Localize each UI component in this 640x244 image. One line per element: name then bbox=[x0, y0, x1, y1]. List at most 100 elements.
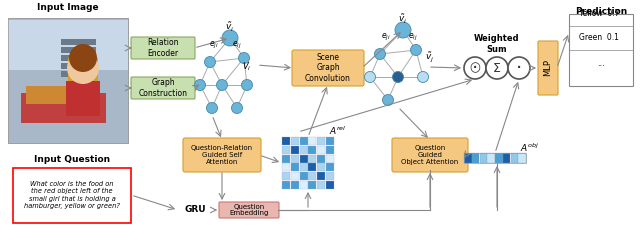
Text: MLP: MLP bbox=[543, 60, 552, 77]
Circle shape bbox=[410, 44, 422, 55]
Bar bbox=[488, 153, 495, 163]
Bar bbox=[326, 163, 334, 172]
Bar bbox=[66, 81, 100, 115]
Circle shape bbox=[205, 57, 216, 68]
Circle shape bbox=[67, 52, 99, 84]
Bar bbox=[317, 163, 325, 172]
Bar bbox=[326, 154, 334, 163]
FancyBboxPatch shape bbox=[131, 37, 195, 59]
Bar bbox=[291, 181, 299, 189]
Circle shape bbox=[417, 71, 429, 82]
Text: ...: ... bbox=[597, 60, 605, 69]
Text: GRU: GRU bbox=[184, 205, 206, 214]
FancyBboxPatch shape bbox=[292, 50, 364, 86]
Bar bbox=[282, 154, 291, 163]
Circle shape bbox=[232, 102, 243, 113]
Bar bbox=[317, 154, 325, 163]
Text: Input Question: Input Question bbox=[34, 155, 110, 164]
Text: $e_{ji}$: $e_{ji}$ bbox=[381, 31, 391, 42]
Text: $e_{ij}$: $e_{ij}$ bbox=[408, 31, 418, 42]
Bar bbox=[317, 181, 325, 189]
Text: ○: ○ bbox=[470, 61, 481, 74]
Circle shape bbox=[508, 57, 530, 79]
Text: $e_{ji}$: $e_{ji}$ bbox=[209, 40, 219, 51]
Bar bbox=[569, 14, 633, 86]
Bar bbox=[300, 163, 308, 172]
Text: Question-Relation
Guided Self
Attention: Question-Relation Guided Self Attention bbox=[191, 145, 253, 165]
Bar bbox=[282, 146, 291, 154]
Text: Weighted
Sum: Weighted Sum bbox=[474, 34, 520, 54]
Circle shape bbox=[383, 94, 394, 105]
Bar bbox=[26, 86, 81, 104]
Circle shape bbox=[195, 80, 205, 91]
Bar bbox=[61, 39, 95, 45]
Text: Question
Embedding: Question Embedding bbox=[229, 203, 269, 216]
Bar bbox=[326, 172, 334, 180]
Bar bbox=[308, 181, 316, 189]
Bar bbox=[291, 146, 299, 154]
Bar bbox=[291, 137, 299, 145]
Circle shape bbox=[216, 80, 227, 91]
Bar bbox=[479, 153, 487, 163]
Circle shape bbox=[395, 22, 411, 38]
Text: Relation
Encoder: Relation Encoder bbox=[147, 38, 179, 58]
Circle shape bbox=[392, 71, 403, 82]
Text: $V_i$: $V_i$ bbox=[243, 61, 252, 73]
Circle shape bbox=[464, 57, 486, 79]
Bar bbox=[495, 153, 502, 163]
Bar bbox=[8, 18, 128, 142]
Bar bbox=[291, 163, 299, 172]
FancyBboxPatch shape bbox=[392, 138, 468, 172]
Text: Yellow  0.7: Yellow 0.7 bbox=[579, 10, 620, 19]
FancyBboxPatch shape bbox=[219, 202, 279, 218]
Bar bbox=[68, 58, 98, 112]
Bar bbox=[282, 181, 291, 189]
Circle shape bbox=[241, 80, 253, 91]
Text: $\tilde{v}_j$: $\tilde{v}_j$ bbox=[426, 50, 435, 64]
Text: $A^{rel}$: $A^{rel}$ bbox=[329, 125, 347, 137]
Bar bbox=[317, 137, 325, 145]
Text: Question
Guided
Object Attention: Question Guided Object Attention bbox=[401, 145, 459, 165]
Text: $\tilde{v}_i$: $\tilde{v}_i$ bbox=[399, 12, 408, 26]
Bar bbox=[464, 153, 526, 163]
Text: Green  0.1: Green 0.1 bbox=[579, 33, 619, 42]
Bar bbox=[282, 172, 291, 180]
Circle shape bbox=[69, 44, 97, 72]
Bar bbox=[317, 172, 325, 180]
Bar bbox=[8, 18, 128, 142]
Bar bbox=[317, 146, 325, 154]
Bar bbox=[472, 153, 479, 163]
Circle shape bbox=[374, 49, 385, 60]
Bar bbox=[282, 137, 291, 145]
FancyBboxPatch shape bbox=[131, 77, 195, 99]
Bar bbox=[300, 137, 308, 145]
Text: Graph
Construction: Graph Construction bbox=[138, 78, 188, 98]
Bar bbox=[308, 172, 316, 180]
Text: ·: · bbox=[516, 59, 522, 78]
FancyBboxPatch shape bbox=[538, 41, 558, 95]
Bar bbox=[13, 167, 131, 223]
Bar bbox=[511, 153, 518, 163]
Circle shape bbox=[486, 57, 508, 79]
Bar bbox=[518, 153, 526, 163]
Bar bbox=[8, 20, 128, 70]
Bar bbox=[61, 55, 95, 61]
Bar bbox=[326, 181, 334, 189]
Circle shape bbox=[239, 52, 250, 63]
Text: Σ: Σ bbox=[493, 61, 501, 74]
Text: Scene
Graph
Convolution: Scene Graph Convolution bbox=[305, 53, 351, 83]
Text: Input Image: Input Image bbox=[37, 3, 99, 12]
Bar bbox=[61, 47, 95, 53]
Bar bbox=[308, 154, 316, 163]
Circle shape bbox=[222, 30, 238, 46]
Circle shape bbox=[365, 71, 376, 82]
Text: ·: · bbox=[472, 59, 478, 78]
Bar bbox=[308, 146, 316, 154]
Bar bbox=[300, 181, 308, 189]
Circle shape bbox=[207, 102, 218, 113]
Bar bbox=[300, 146, 308, 154]
Bar bbox=[326, 146, 334, 154]
Text: $A^{obj}$: $A^{obj}$ bbox=[520, 142, 538, 154]
Bar bbox=[503, 153, 510, 163]
Text: $e_{ij}$: $e_{ij}$ bbox=[232, 40, 242, 51]
